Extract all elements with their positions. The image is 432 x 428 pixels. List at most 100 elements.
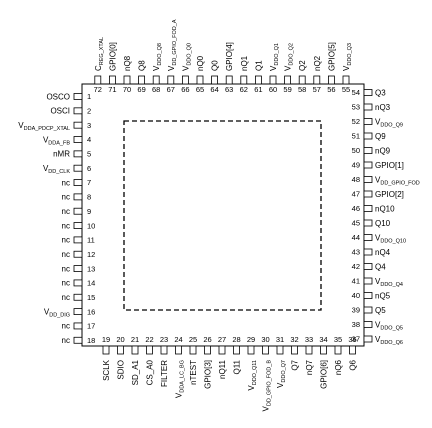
pin-29-lead: [247, 345, 255, 355]
pin-66-label: VDDO_Q0: [181, 43, 192, 71]
pin-43-lead: [363, 248, 373, 256]
pin-40-label: nQ5: [375, 291, 391, 300]
pin-number-24: 24: [174, 335, 182, 344]
pin-30-label: VDD_GPIO_FOD_B: [262, 360, 273, 412]
pin-number-43: 43: [352, 248, 360, 257]
pin-46-lead: [363, 205, 373, 212]
pin-39-lead: [363, 306, 373, 314]
pin-34-lead: [320, 345, 327, 355]
pin-10-label: nc: [62, 221, 70, 230]
pin-44-lead: [363, 234, 373, 241]
pin-number-2: 2: [87, 107, 91, 116]
pin-23-lead: [160, 345, 168, 355]
pin-34-label: GPIO[6]: [320, 360, 329, 389]
pin-50-label: nQ9: [375, 146, 391, 155]
pin-61-label: Q1: [254, 60, 263, 71]
pin-number-13: 13: [87, 264, 95, 273]
pin-number-23: 23: [160, 335, 168, 344]
package-body: [81, 83, 365, 347]
pin-26-label: GPIO[3]: [204, 360, 213, 389]
pin-58-label: Q2: [298, 60, 307, 71]
pin-number-39: 39: [352, 306, 360, 315]
pins-layer: 1 OSCO 2 OSCI 3 VDDA_PDCP_XTAL 4 VDDA_FB 5 nMR 6 VD…: [18, 19, 419, 411]
pin-22-lead: [146, 345, 153, 355]
pin-35-lead: [334, 345, 342, 355]
pin-47-lead: [363, 190, 373, 198]
pin-37-lead: [363, 335, 373, 343]
pin-number-52: 52: [352, 117, 360, 126]
pin-number-22: 22: [145, 335, 153, 344]
pin-number-29: 29: [247, 335, 255, 344]
pin-number-19: 19: [102, 335, 110, 344]
pin-71-label: GPIO[0]: [108, 42, 117, 71]
pin-number-62: 62: [240, 85, 248, 94]
pin-number-40: 40: [352, 291, 360, 300]
pin-53-lead: [363, 103, 373, 111]
pin-61-lead: [254, 75, 262, 85]
pin-58-lead: [298, 75, 306, 85]
pin-19-label: SCLK: [102, 359, 111, 381]
pin-number-65: 65: [196, 85, 204, 94]
pin-56-label: GPIO[5]: [327, 42, 336, 71]
pin-4-lead: [73, 136, 83, 143]
pin-number-53: 53: [352, 103, 360, 112]
pin-number-26: 26: [203, 335, 211, 344]
pin-26-lead: [204, 345, 211, 355]
pin-15-lead: [73, 293, 83, 301]
pin-number-37: 37: [352, 335, 360, 344]
pin-11-label: nc: [62, 236, 70, 245]
pin-55-label: VDDO_Q3: [342, 43, 353, 71]
pin-60-lead: [269, 75, 277, 85]
pin-68-label: VDDO_Q8: [152, 43, 163, 71]
pin-29-label: VDDO_Q11: [247, 360, 258, 391]
pin-50-lead: [363, 147, 373, 154]
pin-19-lead: [102, 345, 110, 355]
pin-number-5: 5: [87, 150, 91, 159]
pin-number-64: 64: [210, 85, 218, 94]
pin-number-21: 21: [131, 335, 139, 344]
pin-number-44: 44: [352, 233, 360, 242]
pin-36-lead: [349, 345, 356, 355]
pin-number-16: 16: [87, 307, 95, 316]
pin-25-lead: [189, 345, 197, 355]
pin-number-58: 58: [298, 85, 306, 94]
pin-42-label: Q4: [375, 262, 386, 271]
pin-41-label: VDDO_Q4: [375, 277, 403, 288]
pin-5-label: nMR: [53, 150, 70, 159]
pin-number-34: 34: [319, 335, 327, 344]
pin-number-1: 1: [87, 92, 91, 101]
pin-12-label: nc: [62, 250, 70, 259]
pin-28-label: Q11: [233, 359, 242, 374]
pin-27-label: nQ11: [218, 359, 227, 379]
pin-number-51: 51: [352, 132, 360, 141]
pin-number-55: 55: [342, 85, 350, 94]
pin-31-lead: [276, 345, 284, 355]
pin-23-label: FILTER: [160, 360, 169, 387]
pin-62-label: nQ1: [240, 55, 249, 71]
pin-number-61: 61: [254, 85, 262, 94]
pin-44-label: VDDO_Q10: [375, 233, 406, 244]
pin-60-label: VDDO_Q1: [269, 43, 280, 71]
pin-16-label: VDD_DIG: [44, 307, 70, 318]
pin-13-label: nc: [62, 264, 70, 273]
pin-number-35: 35: [334, 335, 342, 344]
pin-number-4: 4: [87, 135, 91, 144]
pin-2-label: OSCI: [50, 107, 70, 116]
pin-27-lead: [218, 345, 226, 355]
pin-42-lead: [363, 263, 373, 270]
pin-11-lead: [73, 236, 83, 244]
pin-67-lead: [167, 75, 175, 85]
pin-number-32: 32: [290, 335, 298, 344]
pin-32-label: Q7: [291, 359, 300, 370]
pin-number-72: 72: [94, 85, 102, 94]
pin-64-label: Q0: [211, 60, 220, 71]
pin-16-lead: [73, 308, 83, 316]
pin-22-label: CS_A0: [146, 359, 155, 385]
pin-number-60: 60: [269, 85, 277, 94]
pin-40-lead: [363, 292, 373, 299]
pin-59-lead: [284, 75, 292, 85]
pin-41-lead: [363, 277, 373, 285]
pin-71-lead: [109, 75, 116, 85]
pin-32-lead: [291, 345, 298, 355]
pin-number-17: 17: [87, 322, 95, 331]
